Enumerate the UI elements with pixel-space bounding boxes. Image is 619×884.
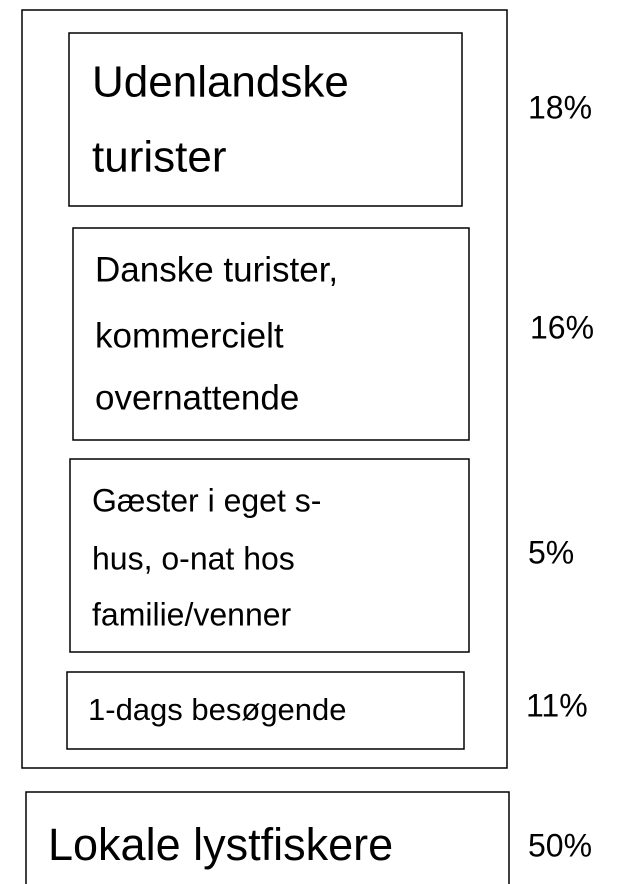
box-label: familie/venner bbox=[92, 596, 292, 632]
outer-group-box bbox=[21, 9, 508, 769]
box-label: Udenlandske bbox=[92, 58, 349, 107]
share-label: 16% bbox=[530, 309, 594, 345]
share-label: 5% bbox=[528, 534, 574, 570]
box-label: overnattende bbox=[95, 378, 299, 417]
box-label: Danske turister, bbox=[95, 250, 338, 289]
box bbox=[69, 458, 470, 653]
box-label: kommercielt bbox=[95, 316, 284, 355]
box bbox=[66, 671, 465, 750]
box-label: hus, o-nat hos bbox=[92, 540, 295, 576]
box-label: turister bbox=[92, 133, 226, 182]
share-label: 11% bbox=[526, 687, 588, 723]
box bbox=[72, 227, 470, 441]
box-label: 1-dags besøgende bbox=[88, 692, 347, 727]
box-label: Gæster i eget s- bbox=[92, 482, 321, 518]
share-label: 18% bbox=[528, 89, 592, 125]
box-label: Lokale lystfiskere bbox=[48, 819, 393, 870]
share-label: 50% bbox=[528, 827, 592, 863]
box bbox=[25, 791, 510, 884]
box bbox=[68, 32, 463, 207]
